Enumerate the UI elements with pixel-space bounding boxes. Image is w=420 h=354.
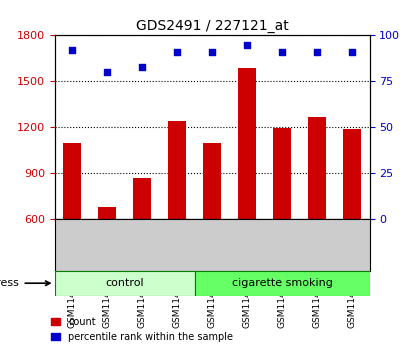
Bar xyxy=(55,271,194,296)
Bar xyxy=(273,128,291,219)
Point xyxy=(139,64,145,69)
Bar xyxy=(134,178,151,219)
Legend: count, percentile rank within the sample: count, percentile rank within the sample xyxy=(47,313,237,346)
Point xyxy=(279,49,286,55)
Title: GDS2491 / 227121_at: GDS2491 / 227121_at xyxy=(136,19,289,33)
Point xyxy=(349,49,355,55)
Bar xyxy=(344,129,361,219)
Text: cigarette smoking: cigarette smoking xyxy=(232,278,333,288)
Text: stress: stress xyxy=(0,278,50,288)
Bar xyxy=(203,143,221,219)
Bar xyxy=(308,118,326,219)
Point xyxy=(174,49,181,55)
Text: control: control xyxy=(105,278,144,288)
Point xyxy=(209,49,215,55)
Bar xyxy=(168,121,186,219)
Point xyxy=(69,47,76,53)
Bar xyxy=(98,207,116,219)
Bar xyxy=(63,143,81,219)
Point xyxy=(104,69,110,75)
Bar xyxy=(239,68,256,219)
Point xyxy=(244,42,250,47)
Point xyxy=(314,49,320,55)
Bar xyxy=(194,271,370,296)
